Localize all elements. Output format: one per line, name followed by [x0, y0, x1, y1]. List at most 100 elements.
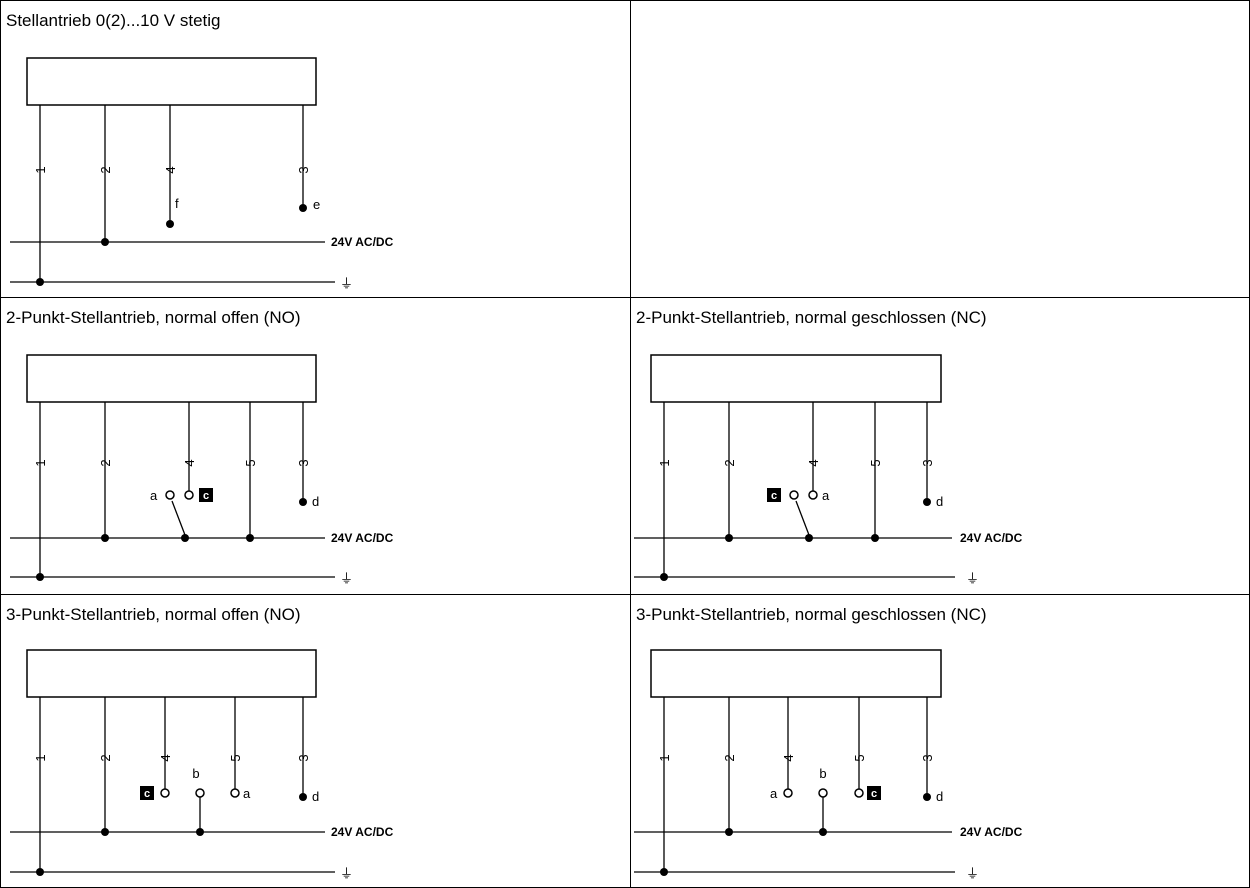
- panel-3punkt-no-schematic: 1 2 4 5 3 c b a d 24V AC/DC ⏚: [10, 649, 394, 881]
- contact-label: a: [150, 488, 158, 503]
- open-contact: [230, 788, 240, 798]
- contact-label: c: [771, 490, 777, 502]
- terminal-number: 5: [852, 754, 867, 761]
- panel-empty: [630, 0, 1250, 297]
- open-contact: [160, 788, 170, 798]
- junction-dot: [805, 534, 813, 542]
- junction-dot: [101, 238, 109, 246]
- terminal-number: 3: [920, 754, 935, 761]
- junction-dot: [819, 828, 827, 836]
- terminal-number: 1: [33, 459, 48, 466]
- junction-dot: [660, 868, 668, 876]
- supply-bus-label: 24V AC/DC: [331, 531, 394, 545]
- terminal-number: 4: [781, 754, 796, 761]
- supply-bus-label: 24V AC/DC: [331, 825, 394, 839]
- contact-label: d: [936, 494, 943, 509]
- supply-bus-label: 24V AC/DC: [960, 531, 1023, 545]
- junction-dot: [36, 573, 44, 581]
- contact-label: a: [243, 786, 251, 801]
- panel-2punkt-no-schematic: 1 2 4 5 3 a c d 24V AC/DC ⏚: [10, 354, 394, 586]
- actuator-box: [650, 649, 942, 698]
- junction-dot: [181, 534, 189, 542]
- terminal-number: 1: [33, 754, 48, 761]
- open-contact: [789, 490, 799, 500]
- junction-dot: [725, 828, 733, 836]
- panel-stetig-schematic: 1 2 4 3 f e 24V AC/DC ⏚: [10, 57, 394, 291]
- terminal-number: 2: [98, 459, 113, 466]
- open-contact: [184, 490, 194, 500]
- terminal-number: 3: [296, 166, 311, 173]
- ground-icon: ⏚: [340, 866, 353, 881]
- contact-label: d: [936, 789, 943, 804]
- terminal-number: 1: [33, 166, 48, 173]
- junction-dot: [101, 534, 109, 542]
- panel-3punkt-no: 3-Punkt-Stellantrieb, normal offen (NO) …: [0, 594, 630, 888]
- junction-dot: [725, 534, 733, 542]
- contact-dot: [299, 204, 307, 212]
- panel-2punkt-nc-schematic: 1 2 4 5 3 c a d 24V AC/DC ⏚: [634, 354, 1023, 586]
- switch-lever: [171, 500, 186, 536]
- actuator-box: [26, 649, 317, 698]
- contact-label: b: [819, 766, 826, 781]
- contact-dot: [923, 793, 931, 801]
- junction-dot: [660, 573, 668, 581]
- supply-bus-label: 24V AC/DC: [960, 825, 1023, 839]
- terminal-number: 3: [296, 754, 311, 761]
- terminal-number: 4: [806, 459, 821, 466]
- ground-icon: ⏚: [966, 866, 979, 881]
- contact-label: f: [175, 196, 179, 211]
- terminal-number: 5: [228, 754, 243, 761]
- terminal-number: 4: [182, 459, 197, 466]
- contact-label: c: [144, 788, 150, 800]
- terminal-number: 4: [158, 754, 173, 761]
- contact-label: c: [203, 490, 209, 502]
- contact-label: a: [822, 488, 830, 503]
- contact-label: a: [770, 786, 778, 801]
- panel-stetig: Stellantrieb 0(2)...10 V stetig 1 2 4 3 …: [0, 0, 630, 297]
- open-contact: [854, 788, 864, 798]
- open-contact: [195, 788, 205, 798]
- open-contact: [165, 490, 175, 500]
- actuator-box: [26, 354, 317, 403]
- junction-dot: [196, 828, 204, 836]
- contact-label: b: [192, 766, 199, 781]
- open-contact: [783, 788, 793, 798]
- junction-dot: [36, 868, 44, 876]
- ground-icon: ⏚: [340, 276, 353, 291]
- terminal-number: 2: [98, 166, 113, 173]
- actuator-box: [650, 354, 942, 403]
- terminal-number: 3: [920, 459, 935, 466]
- contact-label: d: [312, 789, 319, 804]
- terminal-number: 2: [722, 754, 737, 761]
- panel-2punkt-no: 2-Punkt-Stellantrieb, normal offen (NO) …: [0, 297, 630, 594]
- supply-bus-label: 24V AC/DC: [331, 235, 394, 249]
- junction-dot: [246, 534, 254, 542]
- terminal-number: 5: [868, 459, 883, 466]
- junction-dot: [101, 828, 109, 836]
- terminal-number: 1: [657, 754, 672, 761]
- contact-label: e: [313, 197, 320, 212]
- terminal-number: 1: [657, 459, 672, 466]
- switch-lever: [795, 500, 810, 536]
- terminal-number: 3: [296, 459, 311, 466]
- contact-label: c: [871, 788, 877, 800]
- contact-dot: [299, 498, 307, 506]
- contact-dot: [166, 220, 174, 228]
- terminal-number: 5: [243, 459, 258, 466]
- junction-dot: [871, 534, 879, 542]
- terminal-number: 2: [722, 459, 737, 466]
- contact-label: d: [312, 494, 319, 509]
- actuator-box: [26, 57, 317, 106]
- open-contact: [808, 490, 818, 500]
- contact-dot: [299, 793, 307, 801]
- terminal-number: 4: [163, 166, 178, 173]
- open-contact: [818, 788, 828, 798]
- ground-icon: ⏚: [966, 571, 979, 586]
- ground-icon: ⏚: [340, 571, 353, 586]
- panel-2punkt-nc: 2-Punkt-Stellantrieb, normal geschlossen…: [630, 297, 1250, 594]
- panel-3punkt-nc: 3-Punkt-Stellantrieb, normal geschlossen…: [630, 594, 1250, 888]
- terminal-number: 2: [98, 754, 113, 761]
- junction-dot: [36, 278, 44, 286]
- contact-dot: [923, 498, 931, 506]
